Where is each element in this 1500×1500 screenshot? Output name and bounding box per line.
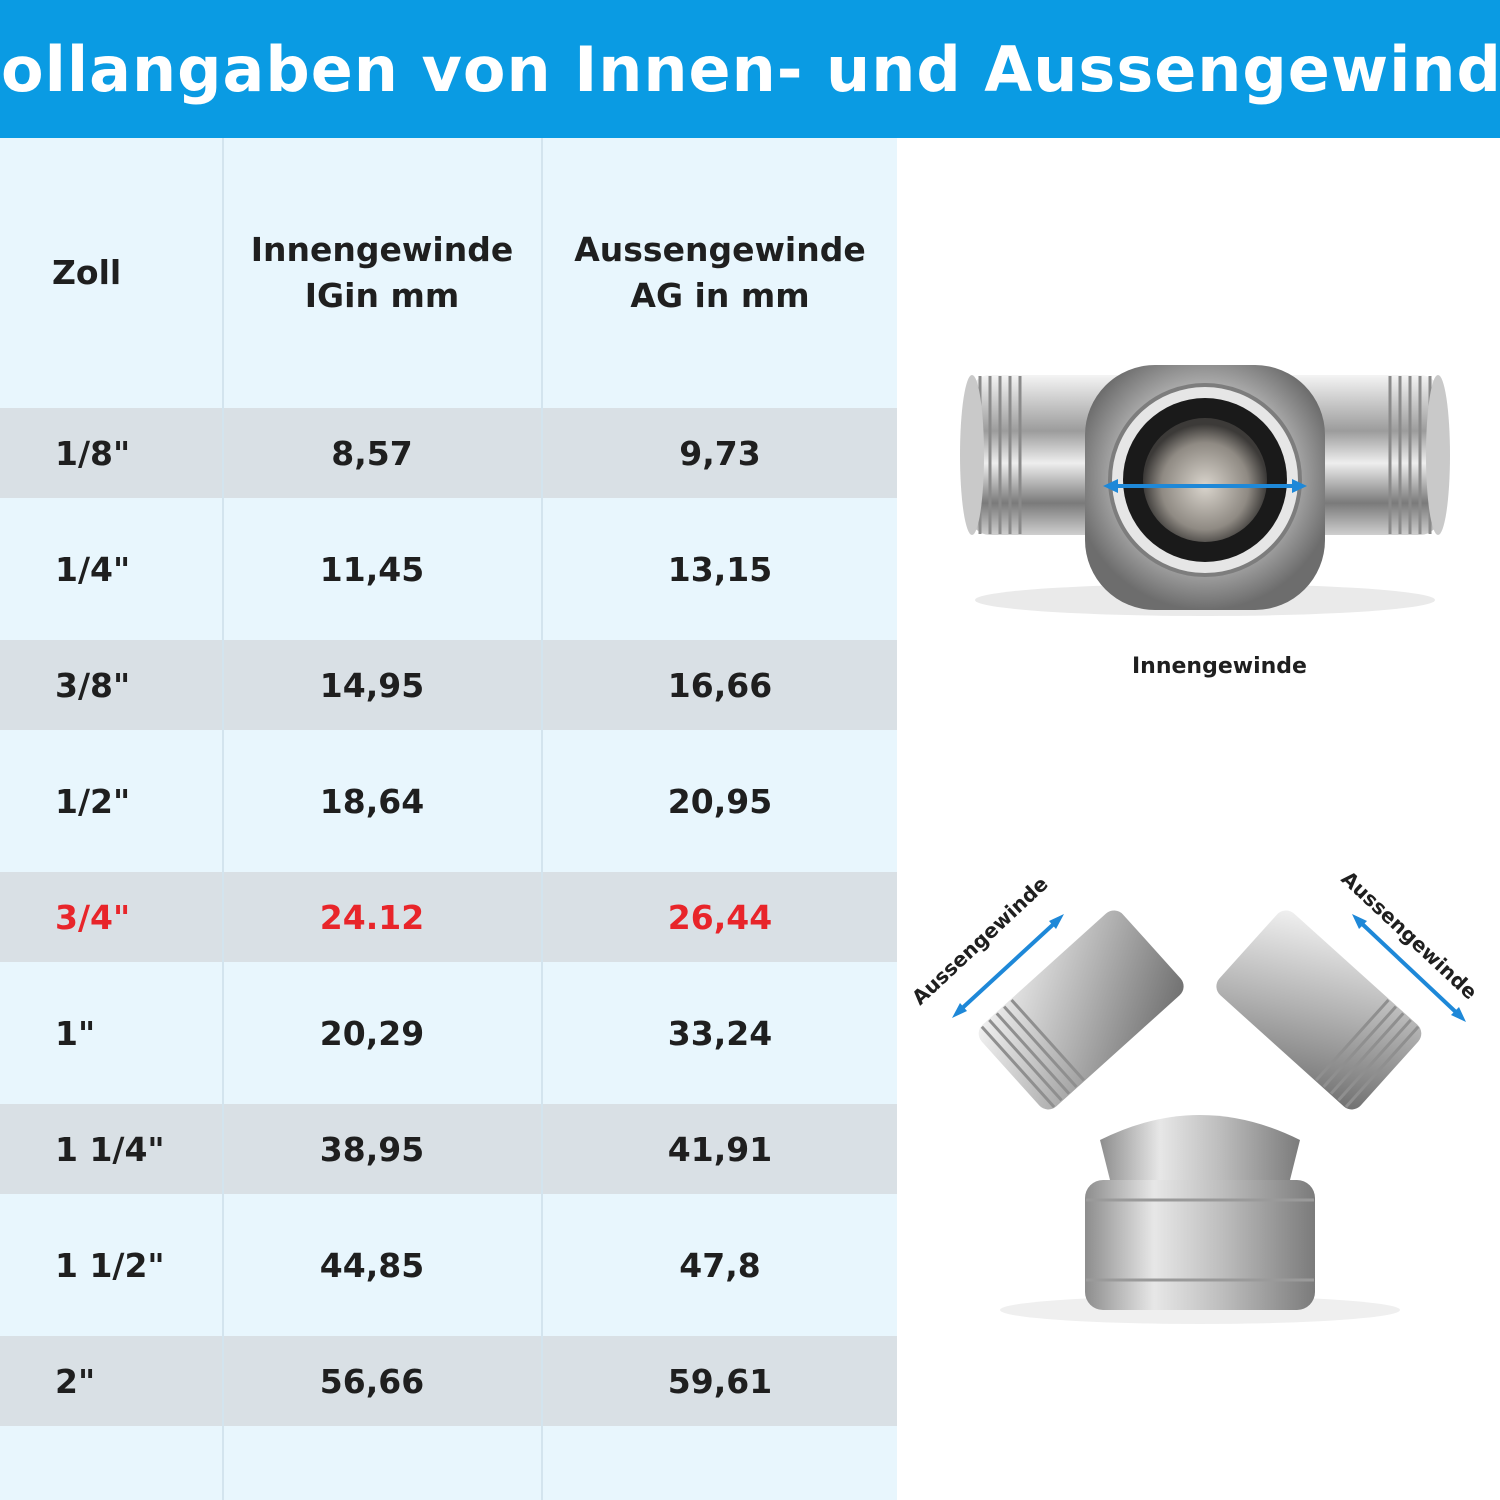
innengewinde-cell: 14,95 <box>319 665 425 705</box>
header-aussengewinde-line1: Aussengewinde <box>574 230 866 269</box>
table-row: 1/2" 18,64 20,95 <box>0 730 897 872</box>
aussengewinde-cell: 26,44 <box>667 897 773 937</box>
zoll-cell: 2" <box>55 1361 96 1401</box>
column-divider <box>541 138 543 1500</box>
zoll-cell: 1 1/2" <box>55 1245 165 1285</box>
table-row: 1/4" 11,45 13,15 <box>0 498 897 640</box>
aussengewinde-cell: 47,8 <box>679 1245 761 1285</box>
zoll-cell: 1/8" <box>55 433 131 473</box>
header-aussengewinde-line2: AG in mm <box>630 276 810 315</box>
header-innengewinde: Innengewinde IGin mm <box>224 138 540 408</box>
innengewinde-cell: 8,57 <box>331 433 413 473</box>
innengewinde-cell: 44,85 <box>319 1245 425 1285</box>
table-row: 1" 20,29 33,24 <box>0 962 897 1104</box>
zoll-cell: 3/8" <box>55 665 131 705</box>
innengewinde-cell: 20,29 <box>319 1013 425 1053</box>
header-innengewinde-line1: Innengewinde <box>250 230 514 269</box>
zoll-cell: 1/4" <box>55 549 131 589</box>
zoll-cell: 1 1/4" <box>55 1129 165 1169</box>
table-row: 3/8" 14,95 16,66 <box>0 640 897 730</box>
zoll-cell: 3/4" <box>55 897 131 937</box>
innengewinde-cell: 11,45 <box>319 549 425 589</box>
zoll-cell: 1/2" <box>55 781 131 821</box>
column-divider <box>222 138 224 1500</box>
aussengewinde-cell: 33,24 <box>667 1013 773 1053</box>
table-row: 3/4" 24.12 26,44 <box>0 872 897 962</box>
table-row: 2" 56,66 59,61 <box>0 1336 897 1426</box>
innengewinde-cell: 24.12 <box>319 897 425 937</box>
aussengewinde-cell: 59,61 <box>667 1361 773 1401</box>
size-table: Zoll Innengewinde IGin mm Aussengewinde AG… <box>0 138 897 1500</box>
header-zoll: Zoll <box>52 253 122 292</box>
tee-fitting-image <box>950 340 1460 630</box>
innengewinde-cell: 38,95 <box>319 1129 425 1169</box>
innengewinde-caption: Innengewinde <box>1132 654 1307 679</box>
header-innengewinde-line2: IGin mm <box>304 276 460 315</box>
aussengewinde-cell: 41,91 <box>667 1129 773 1169</box>
table-row: 1/8" 8,57 9,73 <box>0 408 897 498</box>
header-aussengewinde: Aussengewinde AG in mm <box>543 138 897 408</box>
innengewinde-cell: 56,66 <box>319 1361 425 1401</box>
y-fitting-image: Aussengewinde Aussengewinde <box>900 840 1500 1340</box>
aussengewinde-cell: 13,15 <box>667 549 773 589</box>
table-row: 1 1/4" 38,95 41,91 <box>0 1104 897 1194</box>
table-row: 1 1/2" 44,85 47,8 <box>0 1194 897 1336</box>
title-banner: Zollangaben von Innen- und Aussengewinde <box>0 0 1500 138</box>
zoll-cell: 1" <box>55 1013 96 1053</box>
aussengewinde-cell: 9,73 <box>679 433 761 473</box>
page-title: Zollangaben von Innen- und Aussengewinde <box>0 32 1500 106</box>
innengewinde-cell: 18,64 <box>319 781 425 821</box>
aussengewinde-cell: 16,66 <box>667 665 773 705</box>
aussengewinde-cell: 20,95 <box>667 781 773 821</box>
